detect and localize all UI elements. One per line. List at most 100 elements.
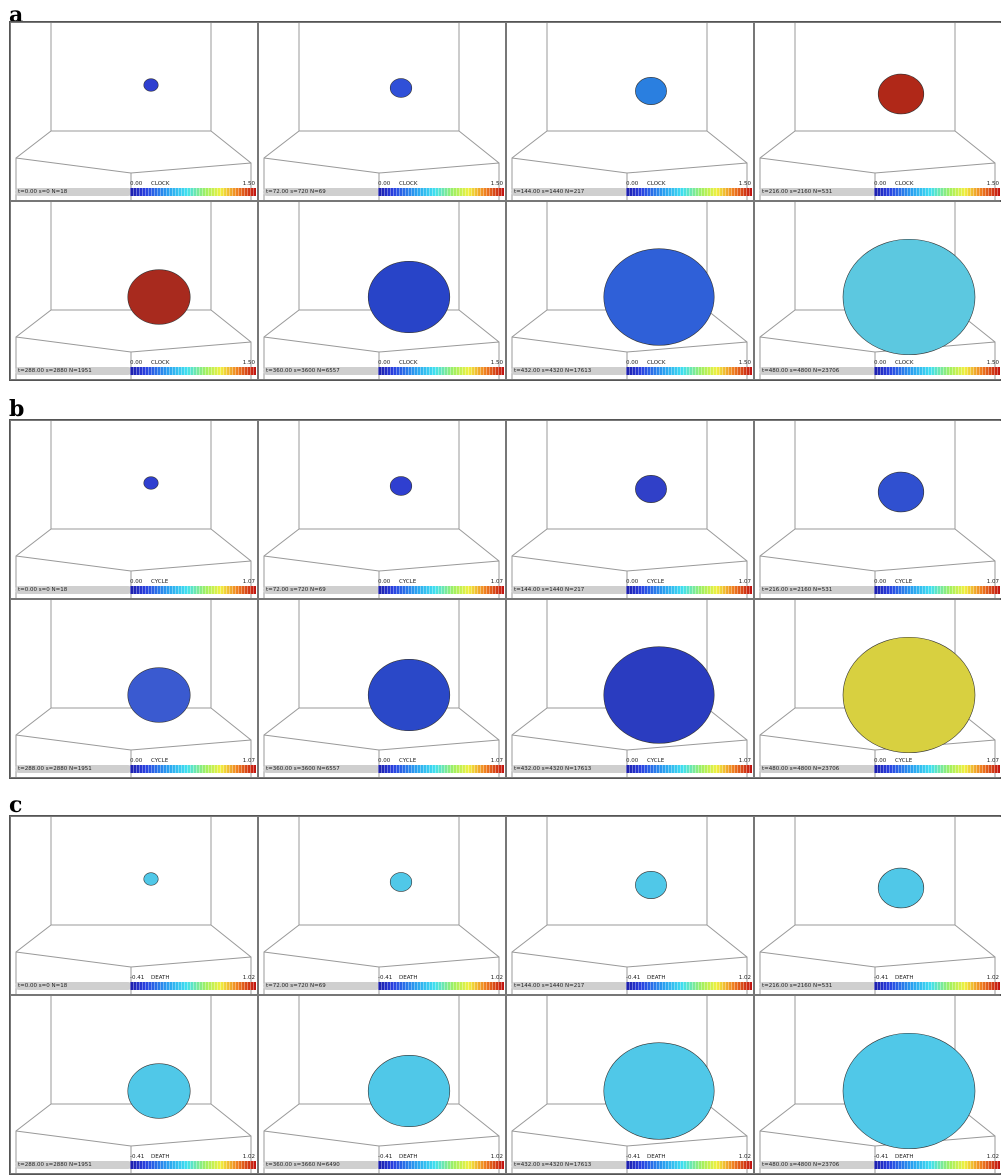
colorbar-max-label: 1.07 <box>986 758 999 764</box>
colorbar <box>378 1161 504 1169</box>
colorbar-max-label: 1.50 <box>986 181 999 187</box>
colorbar-title: CLOCK <box>895 360 914 366</box>
status-readout: t=144.00 s=1440 N=217 <box>511 188 628 196</box>
simulation-scene <box>15 817 252 994</box>
colorbar-max-label: 1.50 <box>490 181 503 187</box>
cell-cluster <box>635 871 667 899</box>
colorbar <box>874 367 1000 375</box>
colorbar <box>626 586 752 594</box>
bounding-box-frame <box>263 817 500 994</box>
colorbar-title: CLOCK <box>647 360 666 366</box>
colorbar-max-label: 1.02 <box>490 1154 503 1160</box>
colorbar <box>378 982 504 990</box>
cell-cluster <box>143 476 159 490</box>
status-readout: t=360.00 s=3660 N=6490 <box>263 1161 380 1169</box>
colorbar-min-label: -0.41 <box>378 1154 393 1160</box>
simulation-scene <box>759 600 996 777</box>
colorbar <box>874 586 1000 594</box>
colorbar <box>626 765 752 773</box>
colorbar-title: CYCLE <box>895 579 913 585</box>
cell-cluster <box>877 471 925 513</box>
colorbar-max-label: 1.50 <box>738 181 751 187</box>
status-readout: t=72.00 s=720 N=69 <box>263 188 380 196</box>
colorbar-title: DEATH <box>647 975 666 981</box>
colorbar-max-label: 1.07 <box>490 758 503 764</box>
bounding-box-frame <box>15 202 252 379</box>
colorbar-title: DEATH <box>399 1154 418 1160</box>
colorbar-title: DEATH <box>647 1154 666 1160</box>
cell-cluster <box>127 1063 191 1119</box>
colorbar <box>626 188 752 196</box>
bounding-box-frame <box>263 600 500 777</box>
bounding-box-frame <box>511 817 748 994</box>
colorbar <box>626 367 752 375</box>
cell-cluster <box>389 476 413 496</box>
sim-panel: t=360.00 s=3600 N=6557 0.00 CYCLE 1.07 <box>259 600 505 777</box>
colorbar-min-label: 0.00 <box>626 181 639 187</box>
colorbar-title: CLOCK <box>151 181 170 187</box>
status-readout: t=0.00 s=0 N=18 <box>15 982 132 990</box>
simulation-scene <box>511 600 748 777</box>
status-readout: t=360.00 s=3600 N=6557 <box>263 765 380 773</box>
simulation-scene <box>759 817 996 994</box>
colorbar <box>626 1161 752 1169</box>
simulation-scene <box>15 23 252 200</box>
colorbar-min-label: -0.41 <box>874 1154 889 1160</box>
bounding-box-frame <box>511 23 748 200</box>
colorbar-min-label: -0.41 <box>626 1154 641 1160</box>
colorbar-min-label: 0.00 <box>378 579 391 585</box>
colorbar-min-label: -0.41 <box>626 975 641 981</box>
colorbar-min-label: 0.00 <box>130 579 143 585</box>
status-readout: t=288.00 s=2880 N=1951 <box>15 765 132 773</box>
colorbar <box>130 765 256 773</box>
bounding-box-frame <box>15 600 252 777</box>
colorbar-max-label: 1.02 <box>242 1154 255 1160</box>
panel-grid-c: t=0.00 s=0 N=18 -0.41 DEATH 1.02 t=72.00 s=7… <box>9 815 1001 1175</box>
colorbar-title: DEATH <box>895 1154 914 1160</box>
status-readout: t=432.00 s=4320 N=17613 <box>511 1161 628 1169</box>
colorbar-min-label: 0.00 <box>626 579 639 585</box>
cell-cluster <box>127 269 191 325</box>
colorbar <box>130 1161 256 1169</box>
section-label-a: a <box>9 2 24 28</box>
colorbar-title: CYCLE <box>647 579 665 585</box>
status-readout: t=72.00 s=720 N=69 <box>263 586 380 594</box>
colorbar-title: CYCLE <box>647 758 665 764</box>
cell-cluster <box>842 636 976 754</box>
colorbar-max-label: 1.02 <box>986 975 999 981</box>
colorbar <box>130 188 256 196</box>
colorbar-min-label: 0.00 <box>874 360 887 366</box>
cell-cluster <box>143 872 159 886</box>
colorbar-title: DEATH <box>151 1154 170 1160</box>
simulation-scene <box>263 996 500 1173</box>
cell-cluster <box>603 1042 715 1140</box>
bounding-box-frame <box>263 202 500 379</box>
sim-panel: t=0.00 s=0 N=18 0.00 CLOCK 1.50 <box>11 23 257 200</box>
colorbar-max-label: 1.07 <box>986 579 999 585</box>
colorbar <box>130 982 256 990</box>
colorbar <box>130 586 256 594</box>
colorbar-min-label: -0.41 <box>130 975 145 981</box>
colorbar-min-label: -0.41 <box>378 975 393 981</box>
bounding-box-frame <box>759 421 996 598</box>
sim-panel: t=480.00 s=4800 N=23706 -0.41 DEATH 1.02 <box>755 996 1001 1173</box>
status-readout: t=480.00 s=4800 N=23706 <box>759 765 876 773</box>
status-readout: t=288.00 s=2880 N=1951 <box>15 367 132 375</box>
cell-cluster <box>635 475 667 503</box>
colorbar-min-label: 0.00 <box>874 758 887 764</box>
bounding-box-frame <box>263 421 500 598</box>
status-readout: t=0.00 s=0 N=18 <box>15 188 132 196</box>
cell-cluster <box>877 867 925 909</box>
bounding-box-frame <box>759 817 996 994</box>
cell-cluster <box>143 78 159 92</box>
simulation-scene <box>15 996 252 1173</box>
sim-panel: t=144.00 s=1440 N=217 0.00 CLOCK 1.50 <box>507 23 753 200</box>
colorbar-min-label: 0.00 <box>130 758 143 764</box>
bounding-box-frame <box>15 817 252 994</box>
simulation-scene <box>15 600 252 777</box>
colorbar-min-label: -0.41 <box>874 975 889 981</box>
colorbar-max-label: 1.50 <box>738 360 751 366</box>
colorbar-max-label: 1.02 <box>738 1154 751 1160</box>
bounding-box-frame <box>15 23 252 200</box>
colorbar-min-label: 0.00 <box>378 758 391 764</box>
